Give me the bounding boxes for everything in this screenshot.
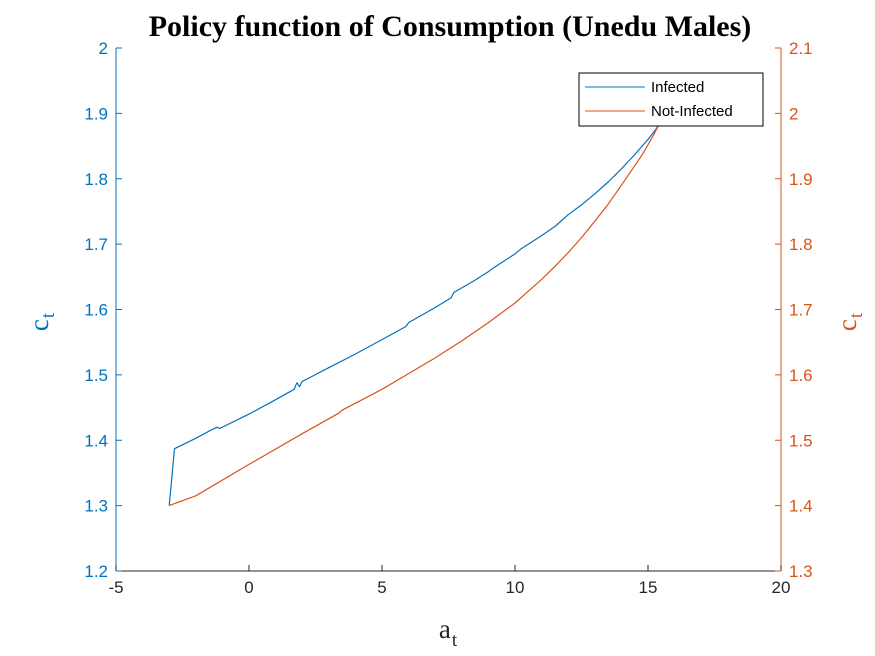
y-tick-label-left: 1.5: [84, 366, 108, 385]
x-tick-label: 5: [377, 578, 386, 597]
chart-title: Policy function of Consumption (Unedu Ma…: [149, 10, 752, 43]
y-tick-label-right: 2: [789, 104, 798, 123]
series-layer: [168, 74, 674, 507]
y-tick-label-left: 1.2: [84, 562, 108, 581]
y-tick-label-left: 1.4: [84, 431, 108, 450]
legend-label-infected: Infected: [651, 79, 704, 96]
y-tick-label-right: 1.5: [789, 431, 813, 450]
y-tick-label-right: 1.9: [789, 170, 813, 189]
legend-label-not-infected: Not-Infected: [651, 103, 733, 120]
y-axis-label-right: ct: [832, 312, 867, 331]
x-tick-label: 0: [244, 578, 253, 597]
x-axis-label: at: [439, 614, 458, 651]
y-tick-label-left: 1.8: [84, 170, 108, 189]
x-tick-label: -5: [108, 578, 123, 597]
y-tick-label-left: 1.7: [84, 235, 108, 254]
axes: -5 0 5 10 15 20 1.2 1.3 1.4 1.5 1.6 1.7 1.8 1.9 2 1.3 1.…: [84, 39, 812, 597]
x-tick-label: 10: [506, 578, 525, 597]
y-tick-label-right: 1.4: [789, 497, 813, 516]
series-line-infected: [168, 103, 673, 506]
y-tick-label-right: 1.7: [789, 301, 813, 320]
x-tick-label: 20: [772, 578, 791, 597]
y-tick-label-right: 1.8: [789, 235, 813, 254]
plot-area: [116, 48, 781, 571]
x-tick-label: 15: [639, 578, 658, 597]
y-tick-label-right: 2.1: [789, 39, 813, 58]
y-tick-label-left: 2: [99, 39, 108, 58]
y-tick-label-right: 1.6: [789, 366, 813, 385]
y-tick-label-left: 1.6: [84, 301, 108, 320]
legend: Infected Not-Infected: [578, 72, 764, 127]
series-line-not-infected: [168, 74, 674, 507]
y-tick-label-right: 1.3: [789, 562, 813, 581]
y-tick-label-left: 1.3: [84, 497, 108, 516]
y-axis-label-left: ct: [24, 312, 59, 331]
y-tick-label-left: 1.9: [84, 104, 108, 123]
legend-box: [578, 72, 764, 127]
